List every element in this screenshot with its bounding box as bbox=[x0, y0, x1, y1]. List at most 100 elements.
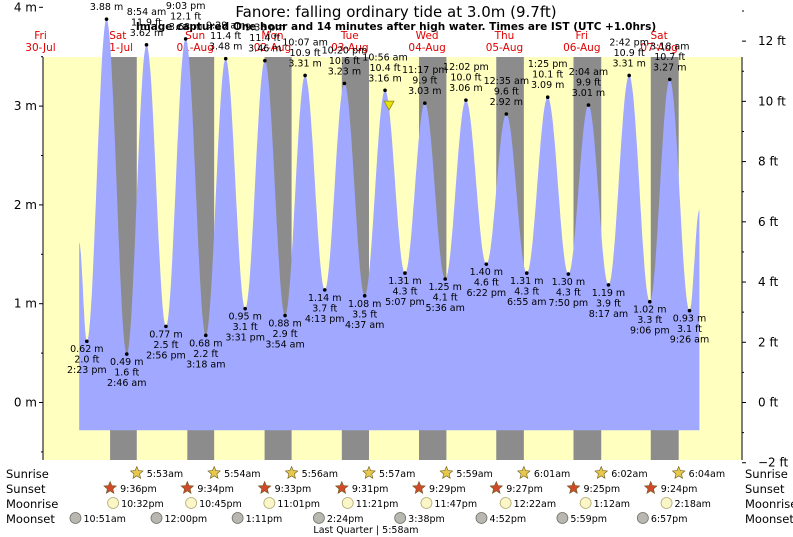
high-tide-point bbox=[303, 73, 307, 78]
low-tide-label: 3.1 ft bbox=[677, 324, 702, 335]
sunrise-row-label-left: Sunrise bbox=[6, 467, 49, 481]
high-tide-label: 3.46 m bbox=[248, 44, 281, 55]
moonrise-icon bbox=[579, 497, 592, 509]
high-tide-label: 3:18 am bbox=[650, 41, 689, 52]
low-tide-label: 0.49 m bbox=[110, 357, 143, 368]
day-name: Thu bbox=[494, 30, 515, 42]
high-tide-label: 10.1 ft bbox=[532, 70, 563, 81]
low-tide-label: 1.40 m bbox=[470, 267, 503, 278]
high-tide-point bbox=[183, 37, 188, 41]
day-date: 04-Aug bbox=[408, 42, 445, 54]
moonset-icon bbox=[231, 512, 244, 524]
low-tide-label: 0.68 m bbox=[189, 338, 222, 349]
sunrise-icon bbox=[207, 465, 222, 479]
low-tide-label: 3.5 ft bbox=[352, 309, 377, 320]
sunset-icon bbox=[566, 480, 581, 494]
moonrise-time: 12:22am bbox=[514, 499, 556, 510]
sunrise-time: 6:04am bbox=[689, 469, 725, 480]
low-tide-label: 1.19 m bbox=[592, 288, 625, 299]
low-tide-point bbox=[124, 352, 129, 356]
day-name: Mon bbox=[261, 30, 283, 42]
low-tide-label: 3:31 pm bbox=[225, 333, 265, 344]
low-tide-point bbox=[85, 339, 89, 344]
high-tide-point bbox=[263, 58, 267, 63]
day-name: Wed bbox=[416, 30, 439, 42]
day-date: 02-Aug bbox=[254, 42, 291, 54]
high-tide-point bbox=[383, 88, 387, 93]
sunset-icon bbox=[334, 480, 349, 494]
moonrise-icon bbox=[341, 497, 354, 509]
low-tide-label: 2:56 pm bbox=[146, 350, 186, 361]
high-tide-label: 11.9 ft bbox=[131, 17, 162, 28]
low-tide-label: 6:22 pm bbox=[467, 288, 507, 299]
low-tide-label: 2:46 am bbox=[107, 378, 146, 389]
sunset-icon bbox=[180, 480, 195, 494]
high-tide-point bbox=[223, 56, 228, 61]
high-tide-label: 10.4 ft bbox=[369, 63, 400, 74]
high-tide-label: 2:04 am bbox=[569, 67, 608, 78]
moonrise-icon bbox=[499, 497, 512, 509]
low-tide-label: 0.93 m bbox=[673, 314, 706, 325]
high-tide-label: 10.9 ft bbox=[614, 48, 645, 59]
moonrise-time: 10:45pm bbox=[199, 499, 242, 510]
day-name: Sat bbox=[109, 30, 126, 42]
low-tide-point bbox=[362, 293, 367, 298]
high-tide-label: 10.9 ft bbox=[290, 48, 321, 59]
low-tide-point bbox=[164, 324, 168, 329]
low-tide-label: 4.3 ft bbox=[514, 287, 539, 298]
low-tide-label: 2.5 ft bbox=[153, 340, 178, 351]
high-tide-point bbox=[342, 81, 347, 86]
tide-area bbox=[79, 19, 700, 431]
moonrise-time: 10:32pm bbox=[121, 499, 164, 510]
high-tide-label: 9.9 ft bbox=[576, 78, 601, 89]
sunrise-icon bbox=[516, 465, 531, 479]
left-axis-tick-label: 3 m bbox=[14, 99, 37, 113]
low-tide-label: 3.1 ft bbox=[233, 322, 258, 333]
low-tide-label: 3.9 ft bbox=[596, 298, 621, 309]
moonset-icon bbox=[150, 512, 163, 524]
sunset-time: 9:29pm bbox=[429, 484, 466, 495]
moonset-time: 12:00pm bbox=[164, 514, 207, 525]
high-tide-label: 3.27 m bbox=[653, 62, 686, 73]
left-axis-tick-label: 2 m bbox=[14, 198, 37, 212]
moonrise-time: 11:47pm bbox=[434, 499, 477, 510]
sunrise-time: 6:02am bbox=[611, 469, 647, 480]
left-axis-tick-label: 1 m bbox=[14, 297, 37, 311]
day-date: 07-Aug bbox=[640, 42, 677, 54]
moonrise-time: 11:21pm bbox=[356, 499, 399, 510]
moonrise-time: 1:12am bbox=[594, 499, 630, 510]
high-tide-label: 8:54 am bbox=[127, 7, 166, 18]
right-axis-tick-label: 12 ft bbox=[758, 34, 786, 48]
low-tide-label: 1.14 m bbox=[308, 293, 341, 304]
sunset-icon bbox=[412, 480, 426, 494]
low-tide-label: 4.1 ft bbox=[433, 293, 458, 304]
low-tide-label: 1.08 m bbox=[348, 299, 381, 310]
high-tide-label: 3.31 m bbox=[288, 58, 321, 69]
low-tide-label: 1.31 m bbox=[510, 276, 543, 287]
sunset-icon bbox=[103, 480, 118, 494]
low-tide-point bbox=[283, 313, 287, 318]
sunrise-icon bbox=[439, 465, 454, 479]
low-tide-label: 8:17 am bbox=[589, 309, 628, 320]
day-name: Fri bbox=[576, 30, 589, 42]
high-tide-label: 11.4 ft bbox=[210, 31, 241, 42]
low-tide-label: 4.3 ft bbox=[556, 288, 581, 299]
moonset-time: 2:24pm bbox=[327, 514, 364, 525]
low-tide-label: 2:23 pm bbox=[67, 365, 107, 376]
sunrise-time: 6:01am bbox=[534, 469, 570, 480]
low-tide-label: 4:37 am bbox=[345, 320, 384, 331]
high-tide-point bbox=[423, 101, 427, 105]
moonset-time: 4:52pm bbox=[489, 514, 526, 525]
day-name: Tue bbox=[340, 30, 359, 42]
high-tide-label: 3.01 m bbox=[572, 88, 605, 99]
high-tide-label: 9.9 ft bbox=[412, 76, 437, 87]
left-axis-tick-label: 0 m bbox=[14, 396, 37, 410]
low-tide-point bbox=[687, 308, 692, 313]
high-tide-point bbox=[586, 103, 591, 107]
high-tide-label: 9:29 am bbox=[206, 21, 245, 32]
moonset-time: 6:57pm bbox=[651, 514, 688, 525]
moonset-icon bbox=[69, 512, 82, 524]
